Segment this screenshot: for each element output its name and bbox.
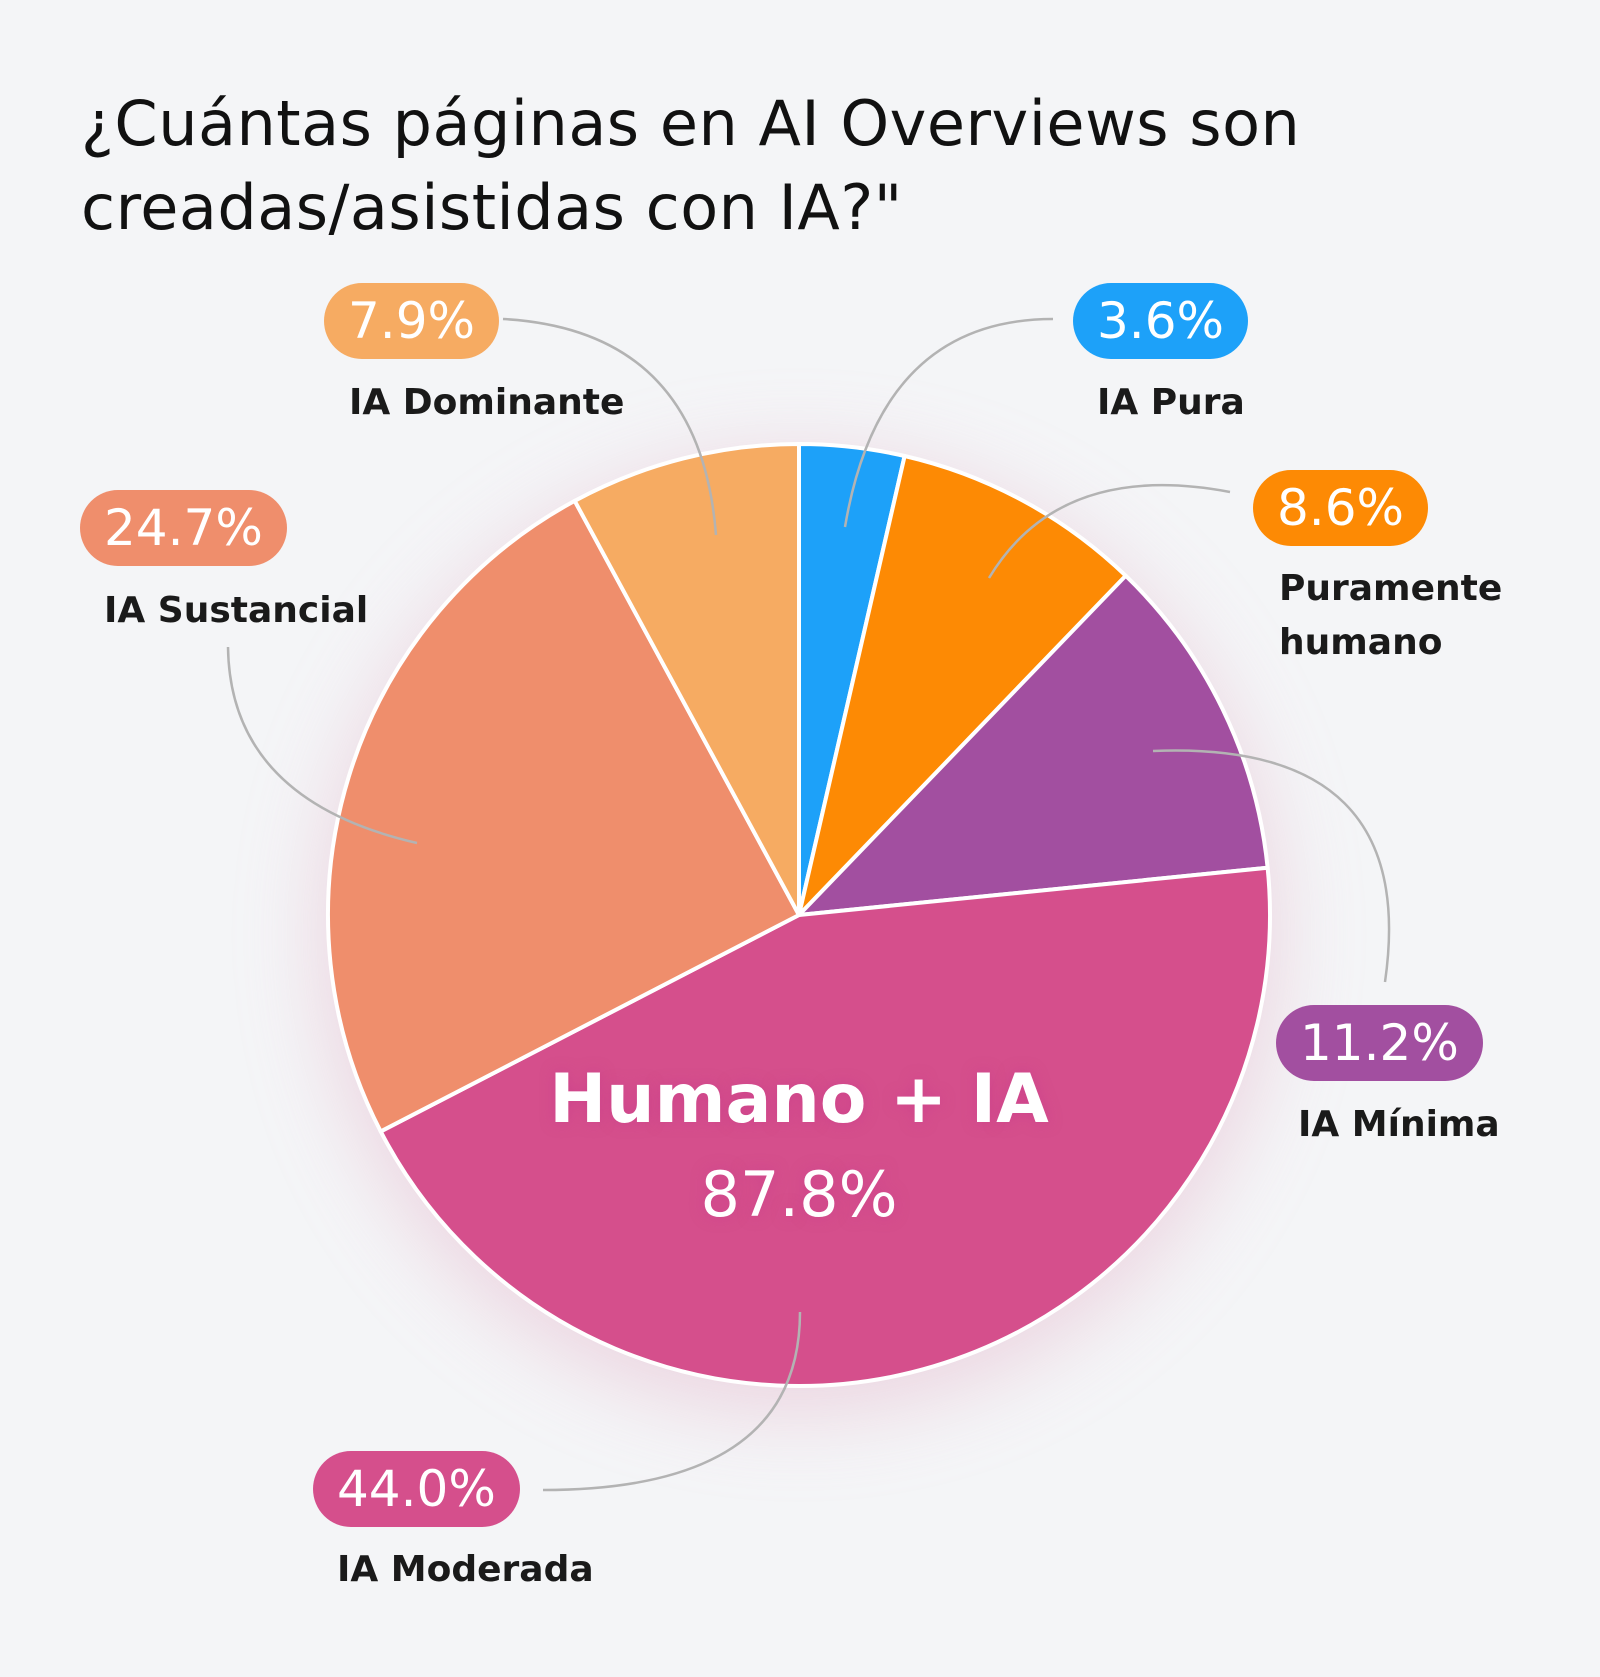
pie-slice <box>797 573 1270 917</box>
pie-slice <box>797 453 1128 917</box>
slice-label: IA Pura <box>1097 382 1245 423</box>
slice-label: IA Mínima <box>1298 1104 1500 1145</box>
pie-slice <box>572 442 801 917</box>
slice-label: IA Moderada <box>337 1549 594 1590</box>
leader-line <box>843 317 1054 528</box>
leader-line <box>542 1311 802 1492</box>
leader-line <box>226 646 418 845</box>
value-label: 11.2% <box>1276 1005 1483 1081</box>
slice-label: IA Sustancial <box>104 590 369 631</box>
center-value: 87.8% <box>700 1158 898 1231</box>
slice-label: IA Dominante <box>349 382 625 423</box>
pie-slice <box>326 498 801 1134</box>
value-label: 44.0% <box>313 1451 520 1527</box>
pie-slice <box>378 865 1272 1388</box>
leader-line <box>502 317 718 536</box>
leader-line <box>987 483 1231 579</box>
value-label: 8.6% <box>1253 470 1429 546</box>
value-label: 7.9% <box>324 283 500 359</box>
value-label: 3.6% <box>1073 283 1249 359</box>
center-label: Humano + IA <box>549 1060 1049 1139</box>
chart-title: ¿Cuántas páginas en AI Overviews son cre… <box>81 87 1301 244</box>
slice-label: Puramente humano <box>1279 568 1503 663</box>
leader-line <box>1152 749 1391 983</box>
value-label: 24.7% <box>80 490 287 566</box>
